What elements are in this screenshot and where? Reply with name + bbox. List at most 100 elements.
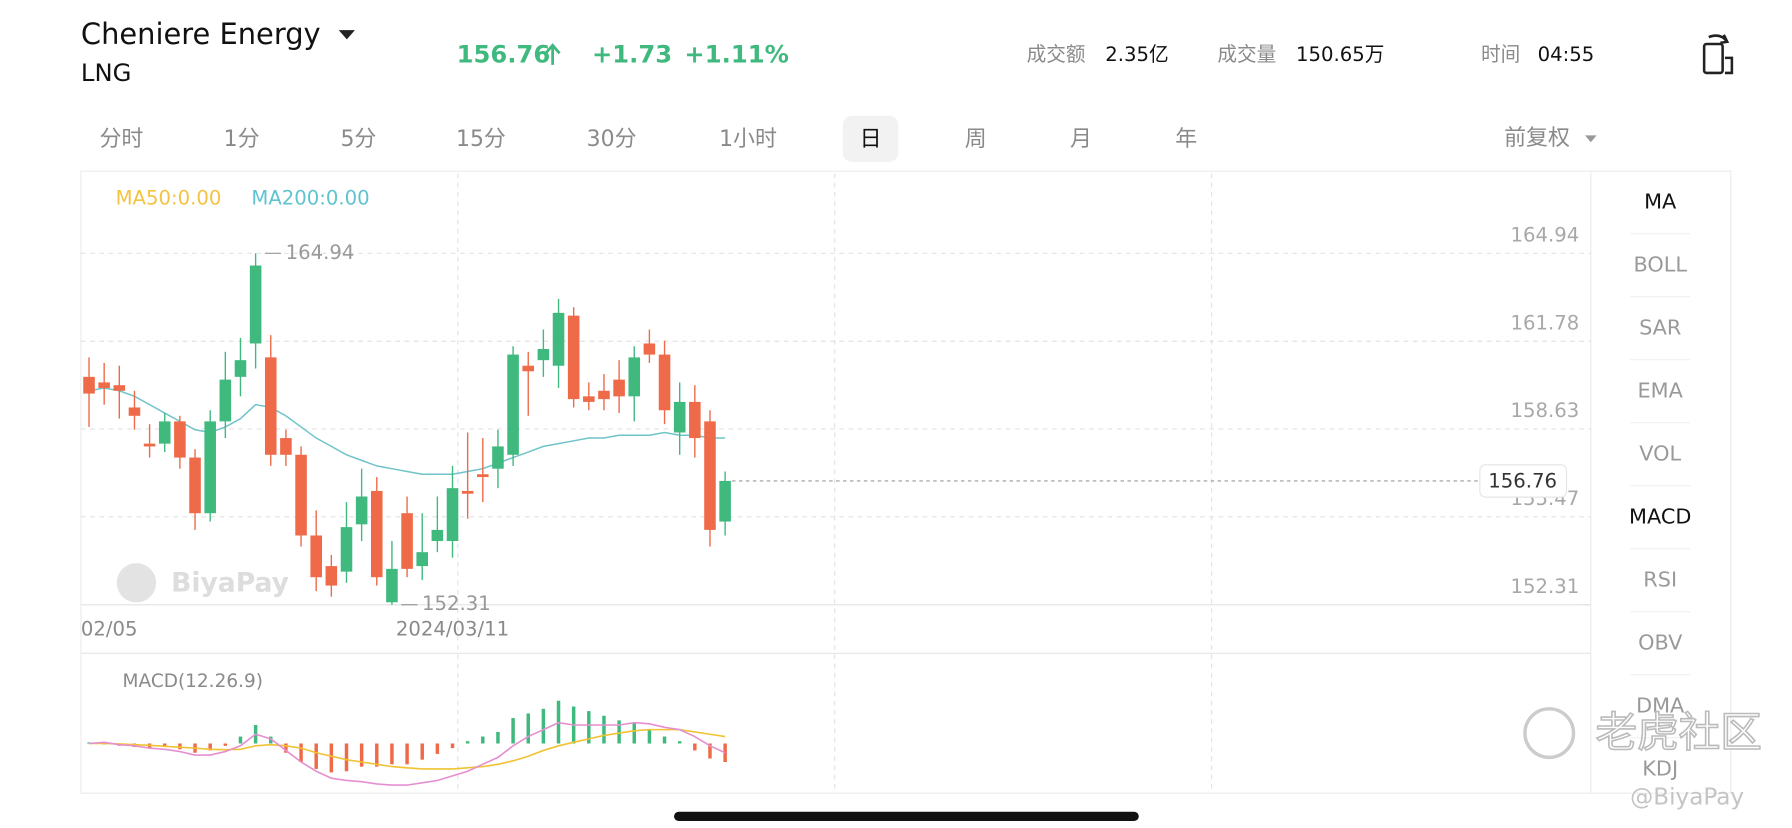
- macd-bar: [269, 736, 273, 744]
- candle-body: [355, 496, 368, 525]
- period-tab[interactable]: 30分: [587, 127, 637, 152]
- candle-body: [174, 421, 186, 458]
- macd-bar: [359, 743, 364, 767]
- up-arrow: [544, 43, 561, 65]
- macd-bar: [632, 722, 636, 744]
- indicator-option[interactable]: MA: [1644, 189, 1677, 213]
- macd-bar: [208, 743, 212, 751]
- period-tab[interactable]: 1小时: [719, 127, 777, 152]
- dea-line: [89, 728, 726, 770]
- candle-body: [189, 457, 201, 514]
- indicator-option[interactable]: MACD: [1629, 504, 1691, 528]
- last-price-label: 156.76: [1488, 470, 1557, 493]
- macd-bar: [647, 729, 652, 744]
- macd-bar: [526, 713, 530, 744]
- period-tab[interactable]: 1分: [224, 127, 260, 152]
- price-change: +1.73: [592, 40, 672, 69]
- x-tick-label: 02/05: [81, 618, 138, 641]
- watermark: BiyaPay: [171, 567, 289, 598]
- macd-bar: [587, 711, 591, 744]
- y-tick-label: 164.94: [1511, 223, 1580, 246]
- candle-body: [492, 446, 504, 469]
- ma-line: [88, 387, 726, 475]
- stat-label: 成交量: [1217, 43, 1276, 66]
- indicator-option[interactable]: BOLL: [1633, 252, 1687, 276]
- dropdown-caret[interactable]: [1585, 135, 1597, 143]
- macd-bar: [496, 731, 500, 744]
- candle-body: [280, 438, 292, 455]
- candle-body: [567, 315, 580, 400]
- watermark-logo: [1523, 707, 1576, 760]
- indicator-option[interactable]: VOL: [1639, 441, 1681, 465]
- macd-bar: [541, 708, 546, 744]
- macd-bar: [299, 743, 303, 762]
- macd-bar: [708, 743, 712, 759]
- price: 156.76: [457, 40, 551, 69]
- candle-body: [446, 488, 459, 542]
- candle-body: [658, 354, 671, 411]
- stat-value: 04:55: [1538, 43, 1595, 66]
- candle-body: [113, 385, 126, 391]
- macd-bar: [284, 743, 288, 753]
- candle-body: [719, 480, 731, 522]
- stat-value: 2.35亿: [1105, 43, 1168, 66]
- stat-label: 成交额: [1027, 43, 1086, 66]
- macd-bar: [405, 743, 409, 765]
- macd-chart: MACD(12.26.9): [87, 671, 727, 786]
- indicator-option[interactable]: DMA: [1636, 694, 1685, 718]
- candle-body: [704, 421, 716, 530]
- extreme-label: 152.31: [422, 592, 491, 615]
- legend-entry: MA50:0.00: [116, 186, 222, 209]
- macd-bar: [390, 743, 394, 765]
- candle-body: [552, 312, 565, 366]
- stock-name[interactable]: Cheniere Energy: [81, 17, 321, 51]
- dropdown-caret[interactable]: [338, 30, 355, 40]
- candle-body: [371, 490, 383, 578]
- candle-body: [628, 357, 641, 397]
- candle-body: [158, 421, 171, 444]
- stat-label: 时间: [1481, 43, 1520, 66]
- indicator-option[interactable]: KDJ: [1642, 757, 1678, 781]
- stock-symbol: LNG: [81, 58, 131, 87]
- macd-bar: [481, 736, 485, 744]
- macd-bar: [163, 743, 167, 747]
- indicator-option[interactable]: SAR: [1639, 315, 1681, 339]
- macd-bar: [344, 743, 349, 772]
- rotate-icon[interactable]: [1702, 34, 1734, 75]
- period-tab[interactable]: 年: [1175, 127, 1197, 152]
- macd-bar: [238, 736, 243, 744]
- candle-body: [204, 421, 216, 514]
- adjust-selector[interactable]: 前复权: [1504, 126, 1570, 151]
- watermark: 老虎社区: [1595, 707, 1761, 756]
- macd-bar: [511, 718, 515, 744]
- home-indicator: [674, 811, 1139, 821]
- period-tab[interactable]: 日: [860, 127, 882, 152]
- candle-body: [643, 343, 656, 355]
- candle-body: [386, 568, 398, 603]
- candle-body: [83, 376, 95, 394]
- watermark: @BiyaPay: [1630, 784, 1744, 810]
- y-tick-label: 161.78: [1511, 311, 1580, 334]
- indicator-option[interactable]: EMA: [1638, 378, 1684, 402]
- period-tab[interactable]: 周: [965, 127, 987, 152]
- period-tab[interactable]: 分时: [99, 127, 143, 152]
- candle-body: [98, 382, 110, 388]
- macd-bar: [465, 741, 470, 744]
- indicator-option[interactable]: OBV: [1638, 630, 1683, 654]
- macd-title: MACD(12.26.9): [123, 671, 263, 692]
- vertical-grid: [457, 173, 1213, 794]
- period-tab[interactable]: 月: [1070, 127, 1092, 152]
- macd-bar: [420, 743, 424, 760]
- macd-bar: [617, 720, 621, 744]
- watermark-logo: [116, 563, 157, 603]
- candle-body: [689, 401, 701, 439]
- candle-body: [477, 474, 489, 478]
- period-tab[interactable]: 15分: [456, 127, 506, 152]
- candle-body: [295, 454, 307, 536]
- indicator-option[interactable]: RSI: [1643, 567, 1677, 591]
- last-price-box: [1479, 464, 1568, 498]
- macd-bar: [693, 743, 697, 751]
- period-tab[interactable]: 5分: [340, 127, 376, 152]
